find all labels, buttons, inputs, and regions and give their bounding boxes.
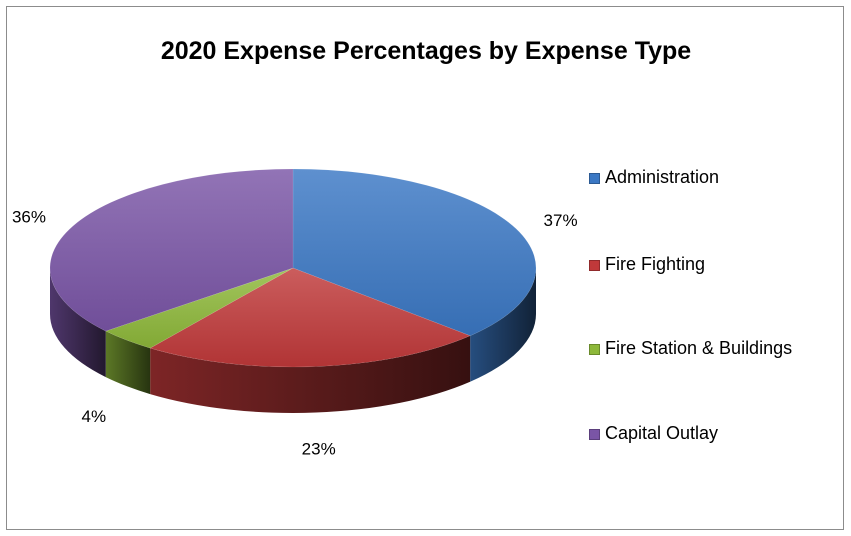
legend-item-capital-outlay: Capital Outlay — [589, 423, 718, 444]
pie-side-fire-fighting — [150, 335, 471, 414]
legend-label-fire-fighting: Fire Fighting — [605, 254, 706, 274]
legend-label-administration: Administration — [605, 167, 720, 187]
legend-item-fire-station-buildings: Fire Station & Buildings — [589, 338, 792, 359]
legend-swatch-fire-station-buildings — [589, 344, 600, 355]
legend-item-administration: Administration — [589, 167, 719, 188]
legend-label-capital-outlay: Capital Outlay — [605, 423, 719, 443]
data-label-capital-outlay: 36% — [12, 207, 46, 226]
data-label-administration: 37% — [544, 211, 578, 230]
pie-slice-fire-station-buildings — [104, 267, 294, 349]
pie-slice-fire-fighting — [149, 267, 471, 368]
pie-side-fire-station-buildings — [105, 331, 151, 395]
data-label-fire-fighting: 23% — [302, 439, 336, 458]
chart-title: 2020 Expense Percentages by Expense Type — [160, 37, 692, 65]
legend-swatch-fire-fighting — [589, 260, 600, 271]
pie-side-administration — [470, 268, 536, 382]
legend-swatch-capital-outlay — [589, 429, 600, 440]
pie-chart: 37% 23% 4% 36% — [12, 168, 578, 458]
legend-swatch-administration — [589, 173, 600, 184]
legend-label-fire-station-buildings: Fire Station & Buildings — [605, 338, 793, 358]
pie-side-capital-outlay — [50, 268, 106, 378]
chart-frame: 2020 Expense Percentages by Expense Type… — [6, 6, 844, 530]
pie-slice-administration — [292, 168, 537, 337]
pie-slice-capital-outlay — [49, 168, 294, 332]
legend-item-fire-fighting: Fire Fighting — [589, 254, 705, 275]
data-label-fire-station-buildings: 4% — [82, 407, 107, 426]
